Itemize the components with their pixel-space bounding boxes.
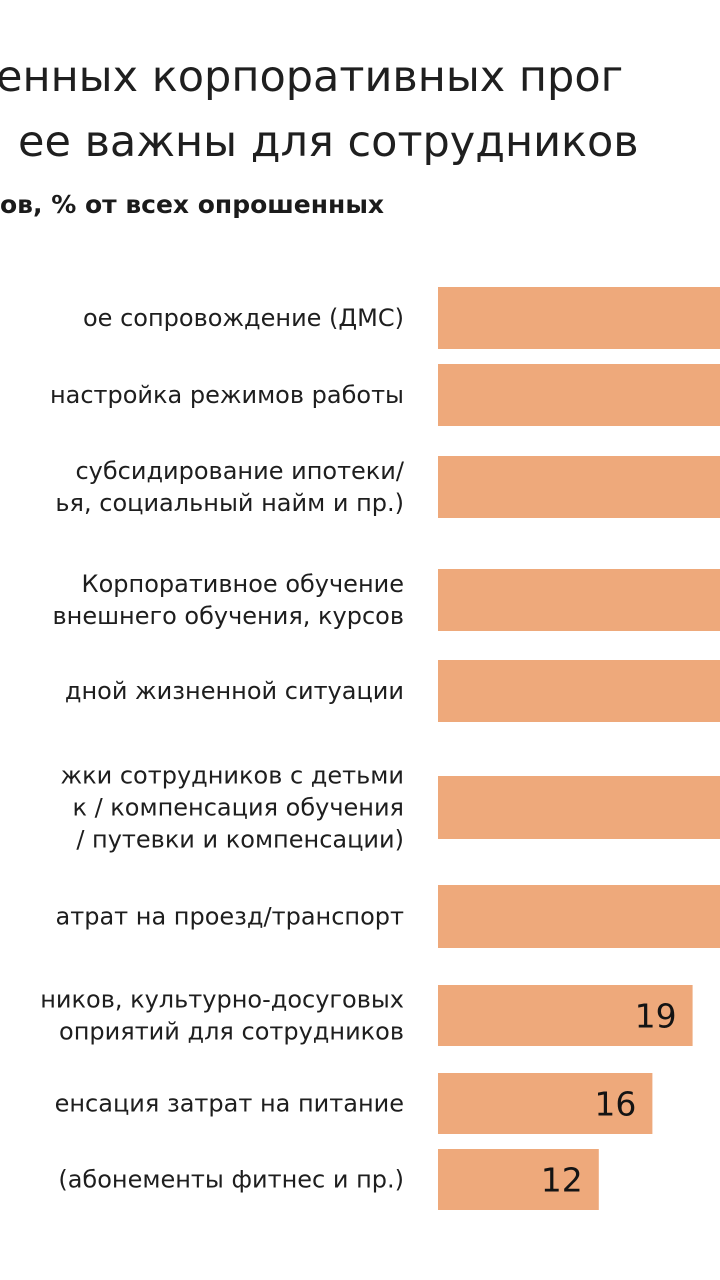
category-label-line: жки сотрудников с детьми: [61, 762, 405, 790]
chart-title-line-1: енных корпоративных прог: [0, 52, 624, 102]
category-label-1: настройка режимов работы: [50, 381, 404, 409]
bar-value-label-9: 12: [541, 1161, 583, 1200]
category-label-line: енсация затрат на питание: [55, 1090, 404, 1118]
category-label-line: ья, социальный найм и пр.): [55, 489, 404, 517]
bar-value-label-8: 16: [594, 1085, 636, 1124]
bar-value-label-7: 19: [635, 997, 677, 1036]
category-label-line: оприятий для сотрудников: [59, 1018, 404, 1046]
bar-0: [438, 287, 720, 349]
bar-6: [438, 885, 720, 948]
category-label-6: атрат на проезд/транспорт: [56, 903, 405, 931]
bar-3: [438, 569, 720, 631]
category-label-8: енсация затрат на питание: [55, 1090, 404, 1118]
category-label-line: настройка режимов работы: [50, 381, 404, 409]
category-label-7: ников, культурно-досуговых оприятий для с…: [40, 986, 404, 1046]
category-label-3: Корпоративное обучение внешнего обучения,…: [52, 570, 404, 630]
bar-2: [438, 456, 720, 518]
category-label-line: к / компенсация обучения: [72, 794, 404, 822]
bar-5: [438, 776, 720, 839]
chart-title-line-2: ее важны для сотрудников: [18, 117, 639, 167]
bar-7: [438, 985, 693, 1046]
category-label-line: атрат на проезд/транспорт: [56, 903, 405, 931]
category-label-0: ое сопровождение (ДМС): [83, 304, 404, 332]
category-label-2: субсидирование ипотеки/ья, социальный на…: [55, 457, 404, 517]
category-label-line: ников, культурно-досуговых: [40, 986, 404, 1014]
bar-8: [438, 1073, 653, 1134]
category-label-line: внешнего обучения, курсов: [52, 602, 404, 630]
category-label-line: субсидирование ипотеки/: [75, 457, 404, 485]
category-label-line: / путевки и компенсации): [76, 826, 404, 854]
bar-1: [438, 364, 720, 426]
chart-subtitle: ов, % от всех опрошенных: [0, 190, 385, 219]
category-label-9: (абонементы фитнес и пр.): [58, 1166, 404, 1194]
category-label-5: жки сотрудников с детьми к / компенсация …: [61, 762, 405, 854]
category-label-line: ое сопровождение (ДМС): [83, 304, 404, 332]
category-label-line: (абонементы фитнес и пр.): [58, 1166, 404, 1194]
category-label-4: дной жизненной ситуации: [65, 677, 404, 705]
category-label-line: Корпоративное обучение: [82, 570, 404, 598]
bar-9: [438, 1149, 599, 1210]
category-label-line: дной жизненной ситуации: [65, 677, 404, 705]
bar-4: [438, 660, 720, 722]
